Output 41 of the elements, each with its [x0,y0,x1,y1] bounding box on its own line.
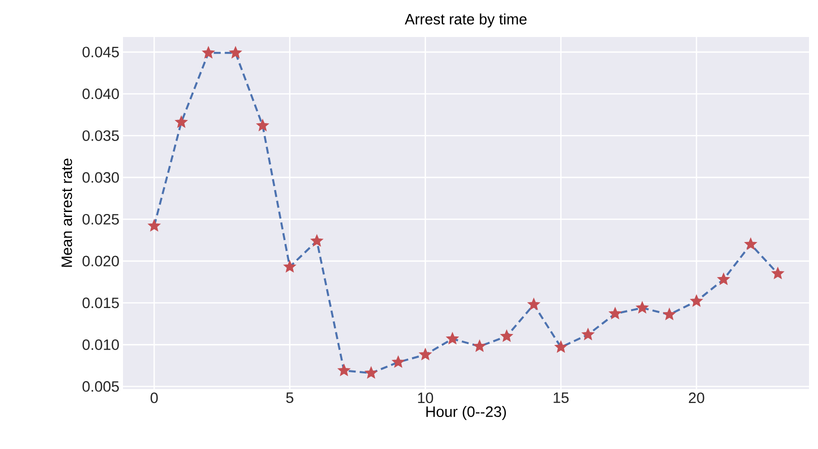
point [554,340,568,352]
point [663,308,676,320]
y-tick-label: 0.015 [82,298,119,308]
y-tick-label: 0.005 [82,381,119,392]
y-tick-label: 0.020 [82,256,119,266]
point [310,234,323,246]
point [148,220,160,232]
point [500,330,513,342]
point [744,238,757,250]
point [609,307,622,319]
y-tick-label: 0.025 [82,214,119,225]
point [446,332,459,344]
y-tick-label: 0.030 [82,172,119,183]
point [202,46,215,58]
point [338,364,350,376]
y-axis-title: Mean arrest rate [62,158,72,267]
x-tick-label: 15 [554,392,569,403]
point [772,267,784,279]
point [636,301,648,314]
point [528,298,540,310]
point [690,294,703,306]
y-tick-label: 0.040 [82,88,119,100]
x-tick-label: 10 [418,392,434,404]
chart-title: Arrest rate by time [404,13,527,28]
point [229,46,242,58]
point [392,356,404,368]
point [256,119,269,131]
point [419,348,432,360]
x-tick-label: 0 [150,392,158,404]
y-tick-label: 0.010 [82,339,119,350]
point [175,116,188,128]
x-tick-label: 5 [286,392,294,403]
x-tick-label: 20 [688,392,704,404]
y-tick-label: 0.035 [82,130,119,141]
point [284,260,296,272]
point [717,273,730,285]
point [582,328,594,340]
x-axis-title: Hour (0--23) [426,406,506,420]
point [365,366,378,378]
y-tick-label: 0.045 [82,46,119,58]
point [473,340,486,352]
